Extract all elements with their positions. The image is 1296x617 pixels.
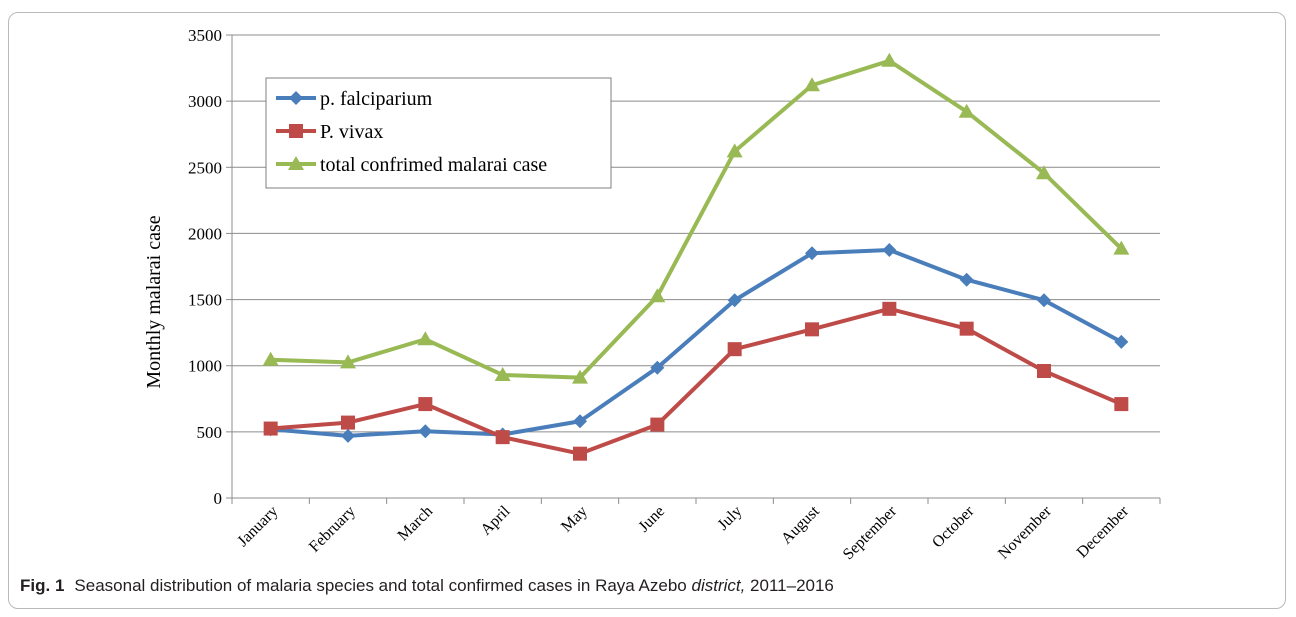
legend-entry: total confrimed malarai case — [276, 154, 547, 176]
x-tick-label: October — [929, 502, 978, 551]
data-point — [572, 369, 588, 384]
legend-label: p. falciparium — [320, 88, 433, 110]
legend-label: total confrimed malarai case — [320, 154, 547, 176]
y-tick-label: 1500 — [188, 291, 222, 310]
data-point — [494, 366, 511, 381]
data-point — [1114, 397, 1129, 412]
data-point — [341, 428, 355, 443]
data-point — [341, 415, 355, 430]
y-tick-label: 0 — [214, 489, 223, 508]
series-line — [270, 247, 1123, 438]
data-point — [882, 301, 897, 316]
data-point — [340, 354, 356, 369]
caption-label: Fig. 1 — [20, 576, 65, 595]
data-point — [1114, 334, 1129, 349]
data-point — [959, 272, 974, 287]
data-point — [1113, 240, 1130, 255]
series-line — [270, 58, 1123, 380]
data-point — [418, 397, 433, 412]
data-point — [805, 246, 819, 261]
x-tick-label: August — [778, 502, 823, 547]
x-tick-label: April — [478, 502, 514, 538]
data-point — [495, 430, 510, 445]
data-point — [650, 417, 665, 432]
x-tick-label: June — [635, 503, 668, 536]
data-point — [573, 414, 587, 429]
data-point — [650, 360, 665, 375]
data-point — [262, 351, 279, 366]
data-point — [263, 421, 278, 436]
data-point — [1036, 165, 1052, 180]
data-point — [727, 342, 742, 357]
data-point — [288, 156, 304, 170]
caption-text-end: 2011–2016 — [745, 576, 834, 595]
data-point — [1037, 364, 1051, 379]
data-point — [881, 52, 898, 67]
data-point — [726, 143, 743, 158]
x-tick-label: February — [306, 503, 359, 556]
x-tick-label: March — [395, 503, 437, 545]
data-point — [418, 424, 433, 439]
data-point — [959, 321, 974, 336]
y-tick-label: 3500 — [188, 26, 222, 45]
data-point — [805, 322, 819, 337]
x-tick-label: December — [1074, 502, 1133, 561]
plot-series — [262, 52, 1130, 461]
legend-label: P. vivax — [320, 121, 383, 143]
y-tick-label: 2000 — [188, 224, 222, 243]
y-tick-label: 2500 — [188, 158, 222, 177]
series-triangle — [262, 52, 1130, 384]
x-tick-label: January — [234, 503, 281, 550]
data-point — [289, 91, 303, 105]
data-point — [649, 288, 666, 303]
y-tick-label: 500 — [197, 423, 223, 442]
legend-entry: P. vivax — [276, 121, 383, 143]
series-square — [263, 301, 1129, 461]
data-point — [573, 446, 587, 461]
legend: p. falciparium P. vivax total confrimed ma… — [265, 77, 612, 189]
caption-italic: district, — [691, 576, 746, 595]
data-point — [958, 103, 975, 118]
y-axis: 0 500 1000 1500 2000 2500 3000 3500 — [188, 26, 233, 508]
data-point — [882, 242, 897, 257]
x-tick-label: November — [995, 502, 1055, 562]
x-tick-label: September — [840, 502, 901, 563]
series-line — [270, 306, 1123, 456]
x-axis: January February March April May June July Augu… — [231, 497, 1161, 563]
figure-frame — [8, 12, 1286, 609]
data-point — [417, 331, 434, 346]
y-tick-label: 3000 — [188, 92, 222, 111]
caption-text: Seasonal distribution of malaria species… — [74, 576, 692, 595]
data-point — [804, 77, 820, 92]
legend-entry: p. falciparium — [276, 88, 433, 110]
legend-box — [265, 77, 612, 189]
y-axis-label: Monthly malarai case — [143, 215, 165, 388]
data-point — [727, 293, 742, 308]
figure-caption: Fig. 1 Seasonal distribution of malaria s… — [20, 576, 1270, 596]
x-tick-label: May — [558, 503, 591, 536]
x-tick-label: July — [715, 503, 746, 534]
data-point — [289, 124, 303, 138]
data-point — [1037, 293, 1051, 308]
y-tick-label: 1000 — [188, 357, 222, 376]
